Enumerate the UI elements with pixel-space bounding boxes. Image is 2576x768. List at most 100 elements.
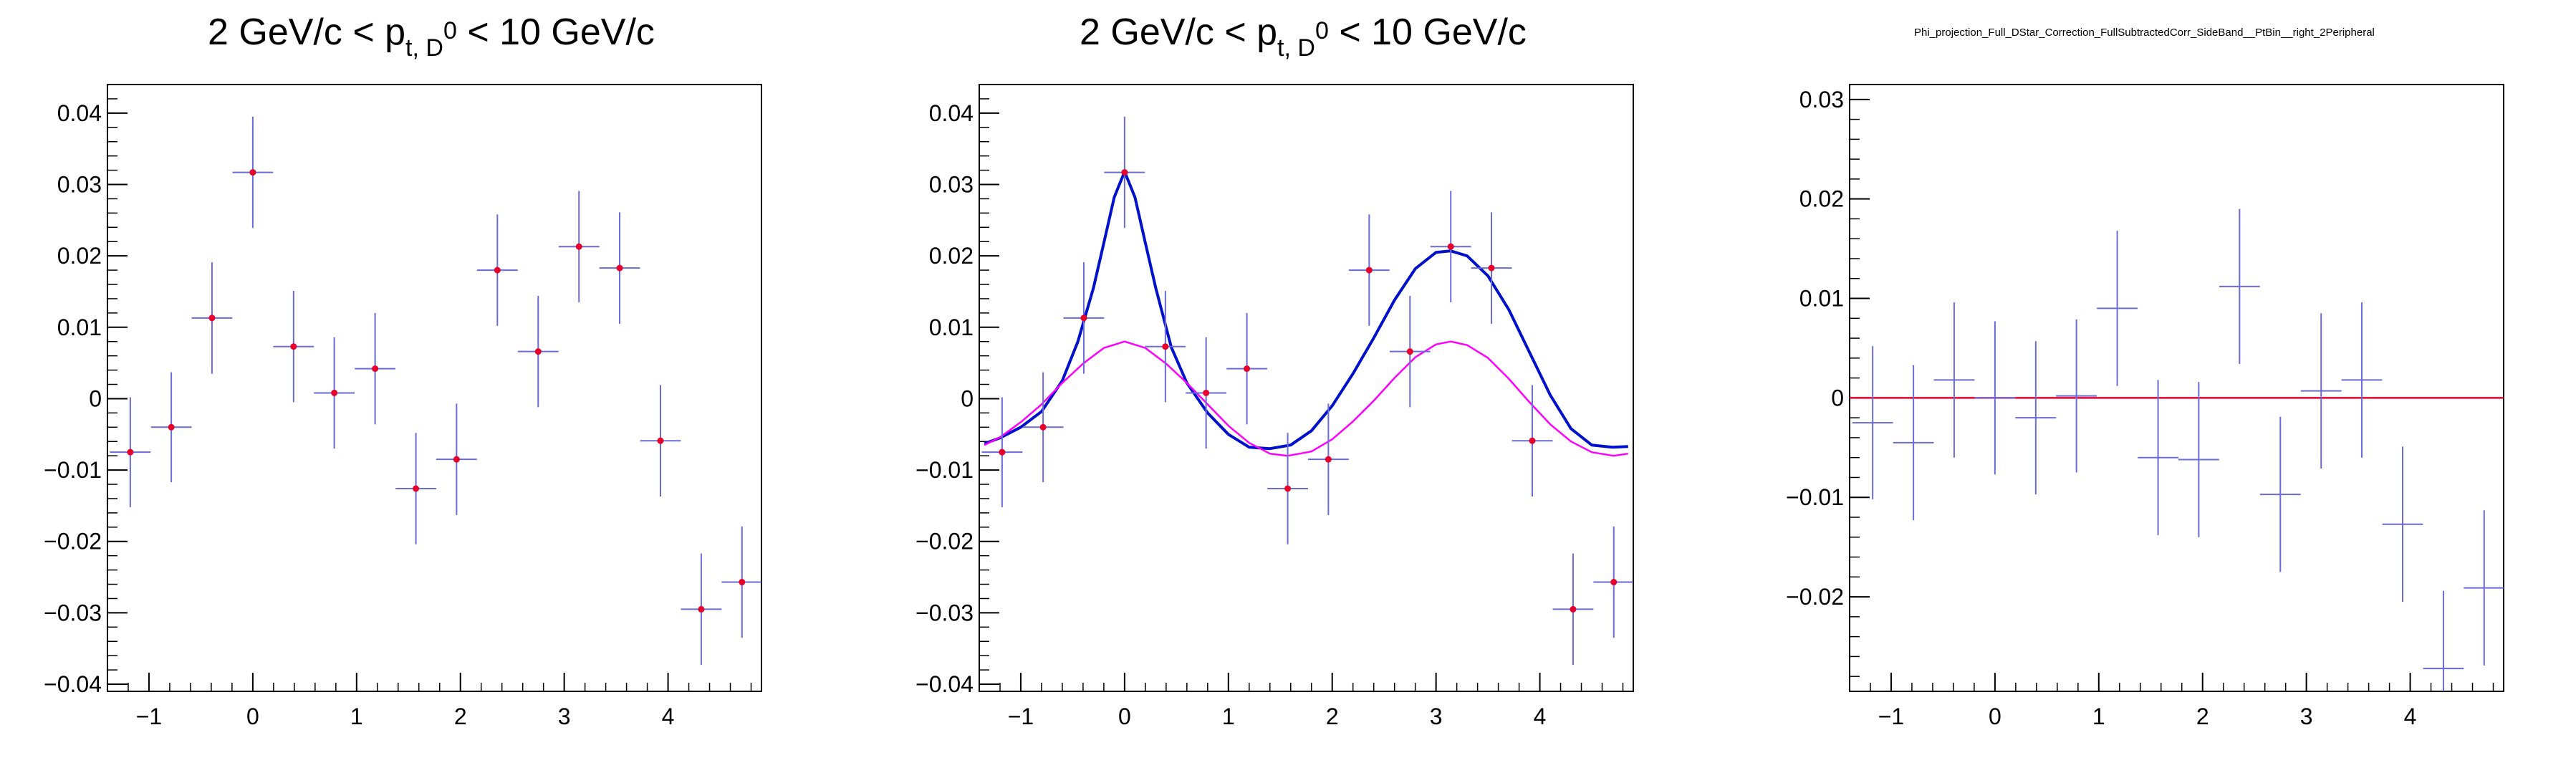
data-marker — [1080, 315, 1087, 322]
data-point — [981, 397, 1023, 507]
chart-title-1-subscript: t, D — [405, 34, 443, 62]
x-tick-label: 4 — [662, 704, 675, 729]
data-point — [2056, 319, 2097, 473]
data-marker — [1325, 456, 1332, 463]
y-tick-label: −0.03 — [915, 600, 974, 625]
data-marker — [127, 448, 134, 456]
chart-panel-2: 2 GeV/c < pt, D0 < 10 GeV/c −1 0 1 2 3 4−0.04… — [915, 11, 1634, 729]
x-tick-label: 0 — [246, 704, 259, 729]
data-point — [1974, 321, 2016, 475]
y-tick-label: 0.01 — [1799, 286, 1844, 312]
x-tick-label: 3 — [2300, 704, 2313, 729]
data-marker — [616, 264, 623, 272]
data-point — [681, 553, 722, 666]
y-tick-label: −0.04 — [915, 671, 974, 697]
data-point — [150, 372, 192, 483]
chart-panel-1: 2 GeV/c < pt, D0 < 10 GeV/c −1 0 1 2 3 4−0.04… — [44, 11, 762, 729]
plot-content — [110, 116, 761, 666]
data-marker — [575, 243, 582, 250]
plot-area-2: −1 0 1 2 3 4 −0.04 −0.03 −0.02 −0.01 0 0.01 0.02 0.03… — [915, 84, 1634, 729]
data-point — [273, 290, 314, 403]
x-tick-label: 3 — [1430, 704, 1443, 729]
data-point — [2259, 416, 2301, 572]
y-tick-label: 0.04 — [929, 100, 974, 126]
data-point — [599, 212, 640, 324]
chart-title-2-suffix: < 10 GeV/c — [1329, 11, 1527, 53]
y-tick-label: −0.01 — [1786, 484, 1844, 510]
y-tick-label: 0.02 — [1799, 186, 1844, 212]
data-point — [1063, 262, 1105, 374]
data-point — [395, 433, 436, 544]
data-point — [1893, 365, 1934, 521]
chart-title-2: 2 GeV/c < pt, D0 < 10 GeV/c — [1080, 11, 1527, 62]
data-point — [2138, 380, 2178, 536]
chart-title-2-subscript: t, D — [1277, 34, 1315, 62]
data-point — [2178, 382, 2219, 537]
y-tick-label: 0.03 — [929, 172, 974, 198]
y-tick-label: 0.01 — [929, 315, 974, 340]
data-marker — [208, 315, 216, 322]
plot-content — [1850, 208, 2504, 691]
data-marker — [1203, 389, 1210, 396]
plot-frame — [107, 84, 762, 692]
plot-content — [981, 116, 1633, 666]
data-point — [1145, 290, 1186, 403]
x-tick-label: 3 — [558, 704, 571, 729]
data-marker — [657, 437, 664, 444]
y-tick-label: −0.01 — [44, 457, 102, 483]
y-tick-label: 0.04 — [57, 100, 102, 126]
data-point — [2300, 313, 2342, 469]
data-point — [1307, 403, 1349, 515]
y-tick-label: 0.03 — [57, 172, 102, 198]
plot-frame — [979, 84, 1634, 692]
data-point — [1267, 433, 1308, 544]
data-marker — [331, 389, 338, 396]
x-tick-label: 0 — [1989, 704, 2001, 729]
data-marker — [534, 348, 542, 355]
chart-title-2-prefix: 2 GeV/c < p — [1080, 11, 1277, 53]
data-marker — [290, 343, 297, 350]
data-point — [1226, 312, 1268, 425]
y-tick-label: −0.03 — [44, 600, 102, 625]
x-tick-label: −1 — [136, 704, 162, 729]
data-point — [517, 295, 559, 408]
data-marker — [999, 448, 1006, 456]
data-point — [1593, 526, 1633, 638]
x-tick-label: 1 — [1222, 704, 1235, 729]
y-tick-label: 0 — [89, 385, 102, 411]
data-point — [1348, 214, 1390, 326]
data-point — [1104, 116, 1145, 229]
chart-title-2-superscript: 0 — [1315, 17, 1329, 44]
x-tick-label: 2 — [454, 704, 467, 729]
y-tick-label: 0.02 — [929, 243, 974, 269]
data-point — [2423, 590, 2464, 691]
data-point — [1389, 295, 1431, 408]
data-marker — [1284, 485, 1292, 492]
y-tick-label: −0.04 — [44, 671, 102, 697]
data-point — [1022, 372, 1064, 483]
data-marker — [494, 267, 501, 274]
data-point — [355, 312, 396, 425]
data-point — [476, 214, 518, 326]
data-marker — [698, 605, 705, 613]
data-point — [2219, 208, 2260, 365]
x-tick-label: 1 — [2092, 704, 2105, 729]
data-marker — [1488, 264, 1495, 272]
data-point — [191, 262, 233, 374]
data-marker — [1406, 348, 1413, 355]
data-marker — [249, 169, 256, 176]
y-tick-label: −0.01 — [915, 457, 974, 483]
data-marker — [453, 456, 460, 463]
chart-title-1-superscript: 0 — [443, 17, 457, 44]
data-marker — [1039, 423, 1047, 431]
plot-frame — [1849, 84, 2504, 692]
chart-title-1-prefix: 2 GeV/c < p — [208, 11, 405, 53]
x-tick-label: 2 — [2196, 704, 2209, 729]
data-marker — [1121, 169, 1128, 176]
y-tick-label: 0.03 — [1799, 87, 1844, 112]
x-tick-label: 4 — [1534, 704, 1547, 729]
data-point — [2015, 341, 2057, 495]
data-marker — [1529, 437, 1536, 444]
data-point — [232, 116, 274, 229]
